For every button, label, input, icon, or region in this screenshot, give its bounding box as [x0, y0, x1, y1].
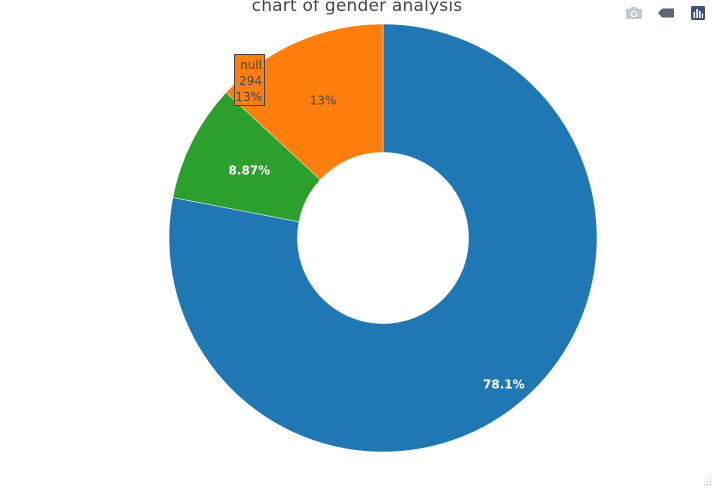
- hover-label: null: [240, 58, 262, 72]
- modebar: [620, 2, 712, 24]
- camera-icon[interactable]: [620, 2, 648, 24]
- resize-grip-icon[interactable]: [702, 478, 712, 488]
- bar-chart-icon[interactable]: [684, 2, 712, 24]
- tag-icon[interactable]: [652, 2, 680, 24]
- donut-slice-0[interactable]: [168, 23, 598, 453]
- hover-tooltip: null 294 13%: [234, 54, 265, 106]
- hover-percent: 13%: [235, 90, 262, 104]
- chart-title: chart of gender analysis: [251, 0, 463, 16]
- hover-value: 294: [239, 74, 262, 88]
